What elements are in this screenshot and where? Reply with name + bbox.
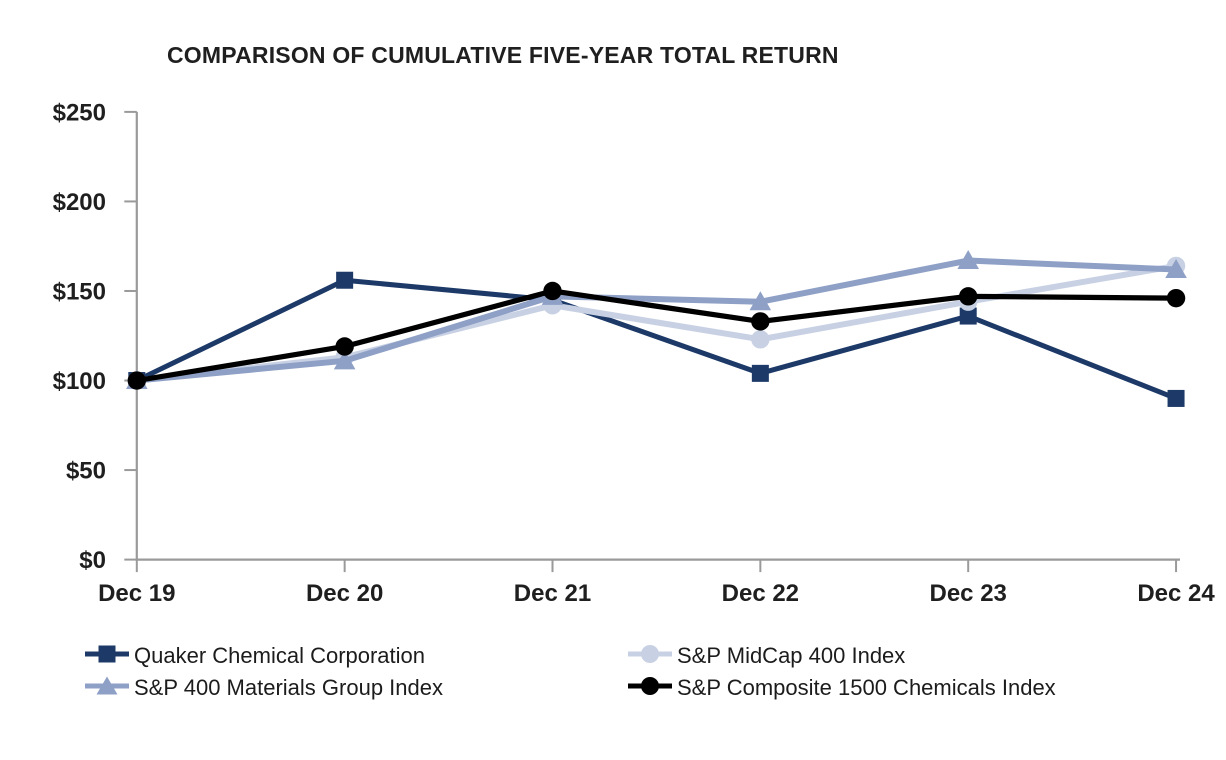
legend-item-sp-400-materials-group-index: S&P 400 Materials Group Index — [85, 675, 628, 702]
x-tick-label: Dec 22 — [722, 580, 799, 607]
point-quaker-chemical-corporation-dec-23 — [959, 307, 977, 325]
series-line-s-p-composite-1500-chemicals-index — [136, 288, 1177, 384]
point-s-p-composite-1500-chemicals-index-dec-20 — [335, 337, 354, 356]
legend-marker-square-icon — [85, 643, 129, 670]
y-tick-label: $0 — [79, 547, 106, 574]
point-s-p-400-materials-group-index-dec-24 — [1165, 258, 1187, 278]
x-tick-label: Dec 23 — [930, 580, 1007, 607]
point-s-p-composite-1500-chemicals-index-dec-19 — [127, 371, 146, 390]
point-s-p-midcap-400-index-dec-22 — [751, 330, 770, 349]
point-s-p-composite-1500-chemicals-index-dec-24 — [1166, 288, 1186, 308]
y-tick-label: $100 — [53, 368, 106, 395]
legend-item-sp-composite-1500-chemicals-index: S&P Composite 1500 Chemicals Index — [628, 675, 1056, 702]
chart-title: COMPARISON OF CUMULATIVE FIVE-YEAR TOTAL… — [167, 42, 839, 68]
series-line-s-p-400-materials-group-index — [136, 257, 1177, 384]
x-tick-label: Dec 21 — [514, 580, 591, 607]
legend-item-quaker-chemical-corporation: Quaker Chemical Corporation — [85, 643, 628, 670]
point-quaker-chemical-corporation-dec-24 — [1167, 389, 1185, 407]
legend-label: S&P Composite 1500 Chemicals Index — [677, 675, 1056, 700]
point-s-p-400-materials-group-index-dec-22 — [749, 291, 772, 311]
point-quaker-chemical-corporation-dec-22 — [751, 364, 769, 382]
y-tick-label: $50 — [66, 458, 106, 485]
series-line-quaker-chemical-corporation — [135, 277, 1177, 401]
point-s-p-composite-1500-chemicals-index-dec-22 — [751, 312, 770, 331]
point-s-p-composite-1500-chemicals-index-dec-23 — [959, 287, 978, 306]
legend-marker-circle-icon — [628, 643, 672, 670]
point-s-p-400-materials-group-index-dec-23 — [957, 250, 979, 270]
legend-item-sp-midcap-400-index: S&P MidCap 400 Index — [628, 643, 1056, 670]
legend-label: S&P MidCap 400 Index — [677, 643, 906, 668]
y-tick-label: $250 — [53, 99, 106, 126]
point-s-p-composite-1500-chemicals-index-dec-21 — [543, 281, 562, 301]
legend-marker-circle-icon — [628, 675, 672, 702]
chart-plot-area: $250 $200 $150 $100 $50 $0 Dec 19 Dec 20 Dec 21 D… — [53, 99, 1216, 607]
chart-legend: Quaker Chemical Corporation S&P MidCap 4… — [85, 640, 1056, 704]
legend-label: Quaker Chemical Corporation — [134, 643, 426, 668]
point-quaker-chemical-corporation-dec-20 — [336, 271, 354, 289]
y-tick-label: $150 — [53, 278, 106, 305]
x-tick-label: Dec 24 — [1137, 580, 1215, 607]
legend-marker-triangle-icon — [85, 675, 129, 702]
x-tick-label: Dec 19 — [98, 580, 175, 607]
point-s-p-400-materials-group-index-dec-20 — [333, 350, 356, 370]
x-tick-label: Dec 20 — [306, 580, 383, 607]
legend-label: S&P 400 Materials Group Index — [134, 675, 443, 700]
y-tick-label: $200 — [53, 189, 106, 216]
